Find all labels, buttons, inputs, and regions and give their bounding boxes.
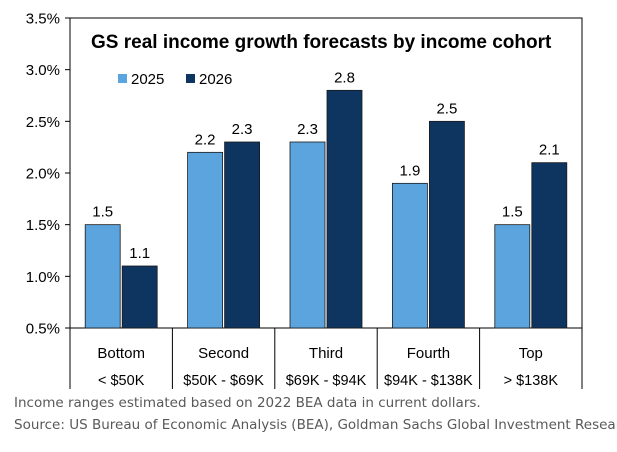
bar-2025	[289, 141, 326, 329]
bar-2025	[494, 224, 531, 329]
bar-value-label: 2.3	[232, 121, 253, 138]
category-range-label: > $138K	[504, 373, 559, 389]
bar-value-label: 2.5	[436, 100, 457, 117]
legend-swatch-2025	[118, 74, 127, 83]
y-tick-label: 1.0%	[26, 269, 60, 286]
bar-value-label: 1.5	[502, 204, 523, 221]
bar-value-label: 2.3	[297, 121, 318, 138]
bar-2026	[326, 89, 363, 329]
y-tick-label: 3.5%	[26, 11, 60, 28]
bar-value-label: 2.2	[195, 131, 216, 148]
chart-title: GS real income growth forecasts by incom…	[91, 32, 552, 53]
y-tick-label: 2.5%	[26, 114, 60, 131]
bar-value-label: 2.1	[539, 142, 560, 159]
y-tick-label: 3.0%	[26, 62, 60, 79]
category-label: Second	[198, 345, 249, 362]
bar-chart: 0.5% 1.0% 1.5% 2.0% 2.5% 3.0% 3.5% 1.5 1.1 Bottom…	[26, 11, 583, 389]
category-label: Bottom	[97, 345, 145, 362]
category-range-label: $94K - $138K	[384, 373, 473, 389]
bar-2026	[121, 265, 158, 329]
category-label: Top	[519, 345, 543, 362]
bar-value-label: 1.9	[399, 162, 420, 179]
bar-2026	[531, 162, 568, 329]
bar-value-label: 2.8	[334, 69, 355, 86]
legend-label-2025: 2025	[131, 71, 164, 88]
y-tick-label: 0.5%	[26, 321, 60, 338]
bar-2026	[428, 120, 465, 329]
bar-2025	[84, 224, 121, 329]
footnote-income-ranges: Income ranges estimated based on 2022 BE…	[14, 395, 481, 411]
category-label: Third	[309, 345, 343, 362]
footnote-source: Source: US Bureau of Economic Analysis (…	[14, 417, 617, 433]
y-tick-label: 2.0%	[26, 166, 60, 183]
category-label: Fourth	[407, 345, 450, 362]
bar-value-label: 1.1	[129, 245, 150, 262]
y-tick-label: 1.5%	[26, 217, 60, 234]
category-range-label: < $50K	[98, 373, 145, 389]
bar-value-label: 1.5	[92, 204, 113, 221]
bar-2025	[187, 151, 224, 329]
bar-2025	[391, 182, 428, 329]
category-range-label: $50K - $69K	[183, 373, 264, 389]
bar-2026	[224, 141, 261, 329]
legend-swatch-2026	[186, 74, 195, 83]
legend-label-2026: 2026	[199, 71, 232, 88]
category-range-label: $69K - $94K	[286, 373, 367, 389]
